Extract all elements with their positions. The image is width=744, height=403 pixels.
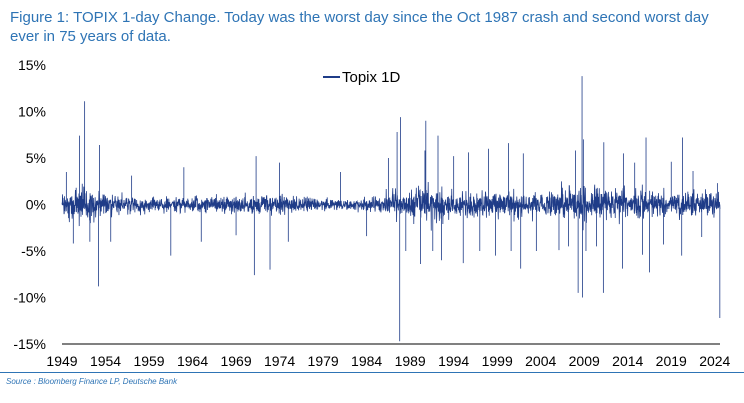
x-tick-label: 1964 <box>177 353 208 369</box>
x-tick-label: 1994 <box>438 353 469 369</box>
y-tick-label: 10% <box>18 104 46 120</box>
source-divider <box>0 372 744 373</box>
x-axis-ticks: 1949 1954 1959 1964 1969 1974 1979 1984 1989 1994… <box>46 353 730 369</box>
y-tick-label: 0% <box>26 197 46 213</box>
series-topix-1d <box>61 76 721 342</box>
x-tick-label: 1984 <box>351 353 382 369</box>
x-tick-label: 1999 <box>482 353 513 369</box>
y-axis-ticks: 15% 10% 5% 0% -5% -10% -15% <box>13 57 46 352</box>
y-tick-label: 5% <box>26 150 46 166</box>
x-tick-label: 1949 <box>46 353 77 369</box>
y-tick-label: 15% <box>18 57 46 73</box>
x-tick-label: 2009 <box>569 353 600 369</box>
y-tick-label: -15% <box>13 336 46 352</box>
x-tick-label: 2014 <box>612 353 643 369</box>
x-tick-label: 1974 <box>264 353 295 369</box>
source-note: Source : Bloomberg Finance LP, Deutsche … <box>6 377 178 386</box>
x-tick-label: 1959 <box>133 353 164 369</box>
x-tick-label: 2004 <box>525 353 556 369</box>
x-tick-label: 1989 <box>395 353 426 369</box>
series-line <box>61 76 721 342</box>
x-tick-label: 1954 <box>90 353 121 369</box>
x-tick-label: 2019 <box>656 353 687 369</box>
x-tick-label: 2024 <box>699 353 730 369</box>
legend: Topix 1D <box>323 69 401 86</box>
y-tick-label: -10% <box>13 290 46 306</box>
x-tick-label: 1969 <box>220 353 251 369</box>
legend-label: Topix 1D <box>342 69 401 86</box>
chart-title: Figure 1: TOPIX 1-day Change. Today was … <box>10 9 709 45</box>
x-tick-label: 1979 <box>308 353 339 369</box>
y-tick-label: -5% <box>21 243 46 259</box>
